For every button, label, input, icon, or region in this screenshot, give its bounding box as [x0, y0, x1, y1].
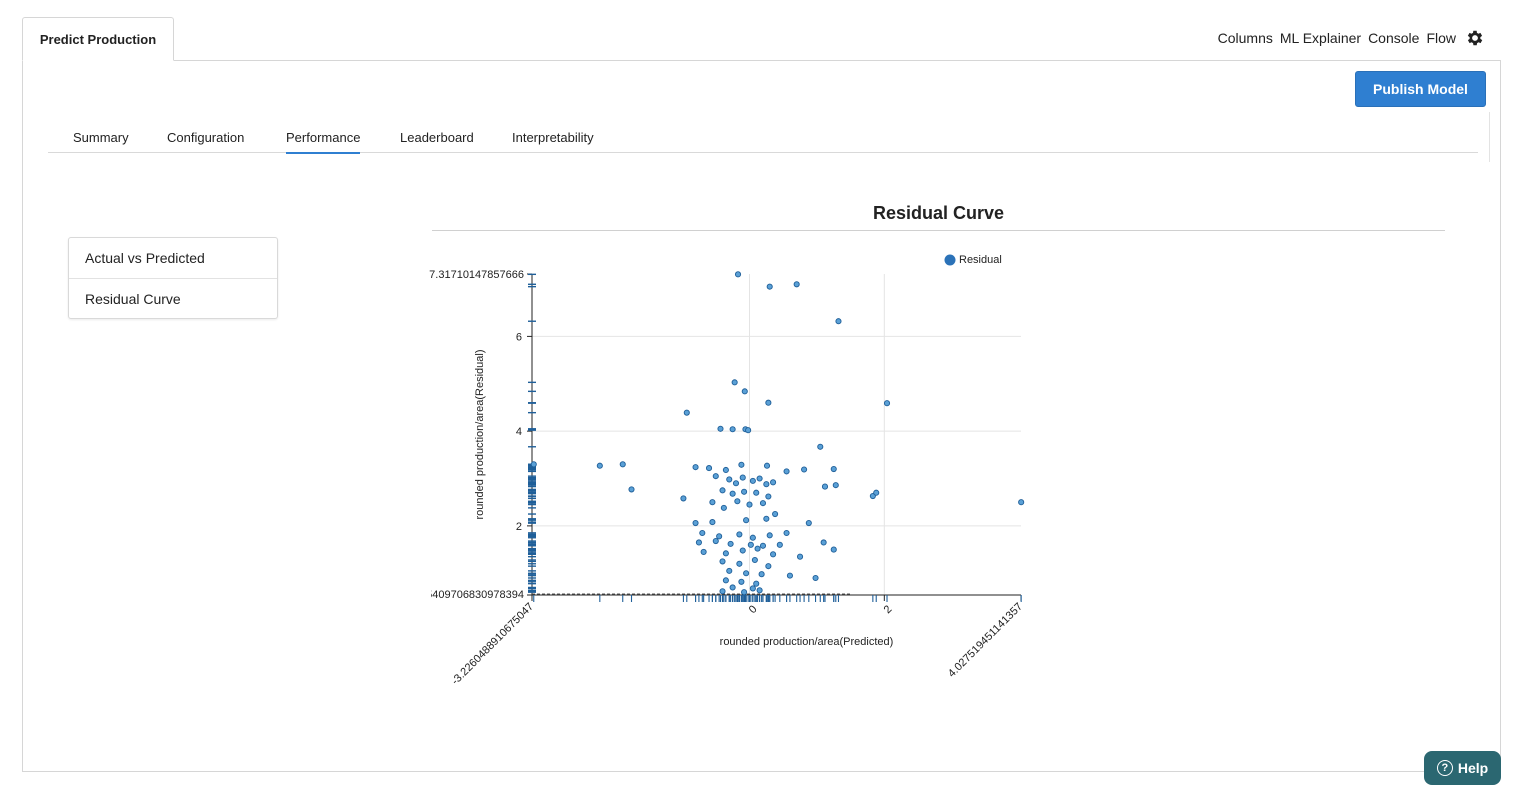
tab-performance[interactable]: Performance [286, 130, 361, 154]
question-circle-icon: ? [1436, 760, 1453, 776]
top-nav: Columns ML Explainer Console Flow [1211, 27, 1486, 49]
divider [1489, 112, 1490, 162]
gear-icon[interactable] [1464, 27, 1486, 49]
chart-type-menu: Actual vs Predicted Residual Curve [68, 237, 278, 319]
tab-summary[interactable]: Summary [73, 130, 129, 145]
main-panel [22, 60, 1501, 772]
menu-item-residual-curve[interactable]: Residual Curve [69, 278, 277, 318]
menu-item-actual-vs-predicted[interactable]: Actual vs Predicted [85, 250, 205, 266]
publish-model-button[interactable]: Publish Model [1355, 71, 1486, 107]
help-label: Help [1457, 760, 1489, 776]
tab-leaderboard[interactable]: Leaderboard [400, 130, 474, 145]
help-button[interactable]: ? Help [1424, 751, 1501, 785]
nav-console[interactable]: Console [1368, 30, 1420, 46]
nav-ml-explainer[interactable]: ML Explainer [1279, 30, 1362, 46]
performance-tabs: Summary Configuration Performance Leader… [48, 120, 1478, 154]
title-divider [432, 230, 1445, 231]
page-tab-predict-production[interactable]: Predict Production [22, 17, 174, 61]
nav-flow[interactable]: Flow [1426, 30, 1456, 46]
nav-columns[interactable]: Columns [1217, 30, 1273, 46]
tab-interpretability[interactable]: Interpretability [512, 130, 594, 145]
tab-configuration[interactable]: Configuration [167, 130, 245, 145]
chart-title: Residual Curve [872, 203, 1005, 223]
